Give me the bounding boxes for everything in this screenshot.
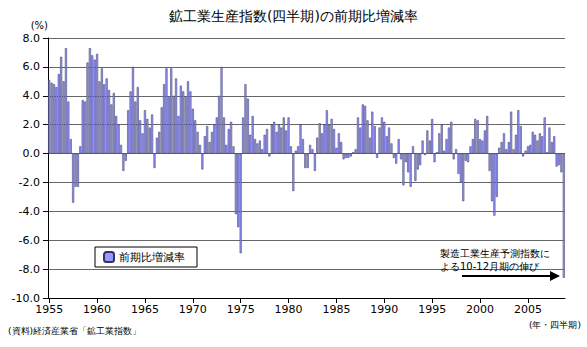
svg-text:-4.0: -4.0 <box>19 205 40 218</box>
svg-text:1955: 1955 <box>35 303 63 316</box>
svg-text:4.0: 4.0 <box>23 89 41 102</box>
svg-text:1995: 1995 <box>418 303 446 316</box>
svg-text:2.0: 2.0 <box>23 118 41 131</box>
svg-text:前期比増減率: 前期比増減率 <box>119 251 185 264</box>
svg-text:2000: 2000 <box>466 303 494 316</box>
svg-text:-8.0: -8.0 <box>19 263 40 276</box>
svg-text:6.0: 6.0 <box>23 60 41 73</box>
svg-text:製造工業生産予測指数に: 製造工業生産予測指数に <box>440 248 550 259</box>
svg-text:-2.0: -2.0 <box>19 176 40 189</box>
svg-text:1965: 1965 <box>131 303 159 316</box>
svg-text:1985: 1985 <box>322 303 350 316</box>
svg-text:0.0: 0.0 <box>23 147 41 160</box>
svg-text:1990: 1990 <box>370 303 398 316</box>
svg-text:2005: 2005 <box>514 303 542 316</box>
svg-text:(年・四半期): (年・四半期) <box>529 320 581 330</box>
svg-text:1970: 1970 <box>179 303 207 316</box>
svg-text:(資料)経済産業省「鉱工業指数」: (資料)経済産業省「鉱工業指数」 <box>8 326 141 336</box>
svg-text:-6.0: -6.0 <box>19 234 40 247</box>
svg-text:よる10-12月期の伸び: よる10-12月期の伸び <box>440 261 540 272</box>
svg-text:1980: 1980 <box>275 303 303 316</box>
svg-text:(%): (%) <box>31 20 48 31</box>
svg-text:1975: 1975 <box>227 303 255 316</box>
svg-text:鉱工業生産指数(四半期)の前期比増減率: 鉱工業生産指数(四半期)の前期比増減率 <box>169 8 418 24</box>
svg-text:1960: 1960 <box>83 303 111 316</box>
svg-text:-10.0: -10.0 <box>11 291 40 305</box>
svg-text:8.0: 8.0 <box>23 32 41 45</box>
